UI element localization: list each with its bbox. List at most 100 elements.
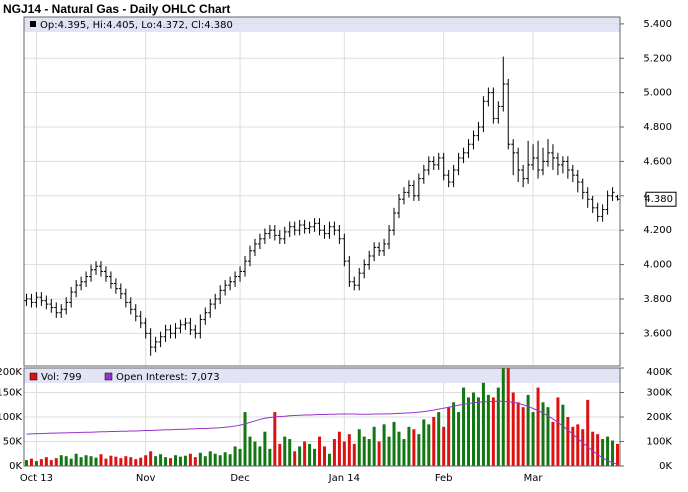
y2-tick-label: 300K — [646, 388, 672, 399]
y-tick-label: 4.800 — [643, 122, 672, 133]
volume-bar — [347, 434, 351, 466]
volume-bar — [526, 394, 530, 466]
x-tick-label: Dec — [230, 473, 249, 484]
legend-swatch — [29, 372, 38, 381]
volume-bar — [417, 434, 421, 466]
volume-bar — [169, 458, 173, 466]
volume-bar — [29, 458, 33, 466]
volume-bar — [313, 448, 317, 466]
volume-bar — [407, 426, 411, 466]
volume-bar — [511, 392, 515, 466]
volume-bar — [457, 412, 461, 466]
plot-border — [23, 16, 621, 367]
volume-bar — [178, 456, 182, 466]
volume-bar — [243, 412, 247, 466]
volume-bar — [432, 417, 436, 466]
volume-bar — [541, 402, 545, 466]
y-tick-label: 4.200 — [643, 225, 672, 236]
volume-bar — [94, 457, 98, 466]
volume-bar — [213, 453, 217, 466]
last-price-label: 4.380 — [644, 194, 673, 205]
volume-bar — [402, 439, 406, 466]
volume-bar — [601, 439, 605, 466]
x-tick-label: Nov — [136, 473, 156, 484]
volume-bar — [124, 456, 128, 466]
volume-bar — [293, 451, 297, 466]
volume-bar — [521, 407, 525, 466]
volume-bar — [447, 407, 451, 466]
volume-bar — [327, 453, 331, 466]
volume-bar — [397, 431, 401, 466]
volume-bar — [332, 439, 336, 466]
volume-bar — [69, 458, 73, 466]
volume-bar — [352, 443, 356, 466]
volume-bar — [452, 402, 456, 466]
volume-bar — [576, 424, 580, 466]
y-tick-label: 3.800 — [643, 294, 672, 305]
volume-bar — [144, 455, 148, 466]
volume-bar — [596, 434, 600, 466]
volume-bar — [139, 457, 143, 466]
volume-bar — [84, 455, 88, 466]
volume-bar — [198, 452, 202, 466]
y-tick-label: 50K — [3, 437, 23, 448]
volume-bar — [298, 446, 302, 466]
volume-bar — [561, 404, 565, 466]
volume-bar — [59, 455, 63, 466]
volume-bar — [581, 429, 585, 466]
legend-text: Open Interest: 7,073 — [116, 372, 220, 383]
x-tick-label: Jan 14 — [328, 473, 360, 484]
volume-bar — [422, 419, 426, 466]
x-tick-label: Oct 13 — [20, 473, 53, 484]
volume-bar — [173, 455, 177, 466]
y-tick-label: 4.000 — [643, 260, 672, 271]
volume-bar — [591, 431, 595, 466]
volume-bar — [253, 441, 257, 466]
y2-tick-label: 100K — [646, 437, 672, 448]
volume-bar — [496, 387, 500, 466]
header-band — [24, 17, 620, 32]
volume-bar — [427, 424, 431, 466]
volume-bar — [606, 436, 610, 466]
y-tick-label: 5.200 — [643, 53, 672, 64]
volume-bar — [89, 456, 93, 466]
volume-bar — [303, 441, 307, 466]
volume-bar — [258, 446, 262, 466]
open-interest-line — [26, 400, 618, 465]
y-tick-label: 3.600 — [643, 328, 672, 339]
volume-bar — [238, 448, 242, 466]
volume-bar — [531, 412, 535, 466]
volume-bar — [377, 441, 381, 466]
volume-bar — [467, 397, 471, 466]
volume-bar — [248, 436, 252, 466]
last-price-box — [645, 191, 677, 207]
y-tick-label: 200K — [0, 367, 22, 378]
volume-bar — [392, 421, 396, 466]
volume-bar — [263, 431, 267, 466]
volume-bar — [387, 436, 391, 466]
y-tick-label: 4.600 — [643, 156, 672, 167]
volume-bar — [273, 412, 277, 466]
header-band — [24, 368, 620, 383]
volume-bar — [516, 402, 520, 466]
volume-bar — [188, 453, 192, 466]
volume-bar — [228, 454, 232, 466]
volume-bar — [546, 407, 550, 466]
volume-bar — [203, 456, 207, 466]
volume-bar — [342, 441, 346, 466]
volume-bar — [536, 387, 540, 466]
volume-bar — [318, 436, 322, 466]
volume-bar — [164, 457, 168, 466]
y2-tick-label: 0K — [659, 461, 672, 472]
volume-bar — [44, 457, 48, 466]
volume-bar — [34, 461, 38, 466]
volume-bar — [109, 455, 113, 466]
volume-bar — [476, 397, 480, 466]
volume-bar — [283, 436, 287, 466]
legend-swatch — [104, 372, 113, 381]
volume-bar — [183, 455, 187, 466]
volume-bar — [566, 417, 570, 466]
y2-tick-label: 400K — [646, 367, 672, 378]
volume-bar — [99, 454, 103, 466]
